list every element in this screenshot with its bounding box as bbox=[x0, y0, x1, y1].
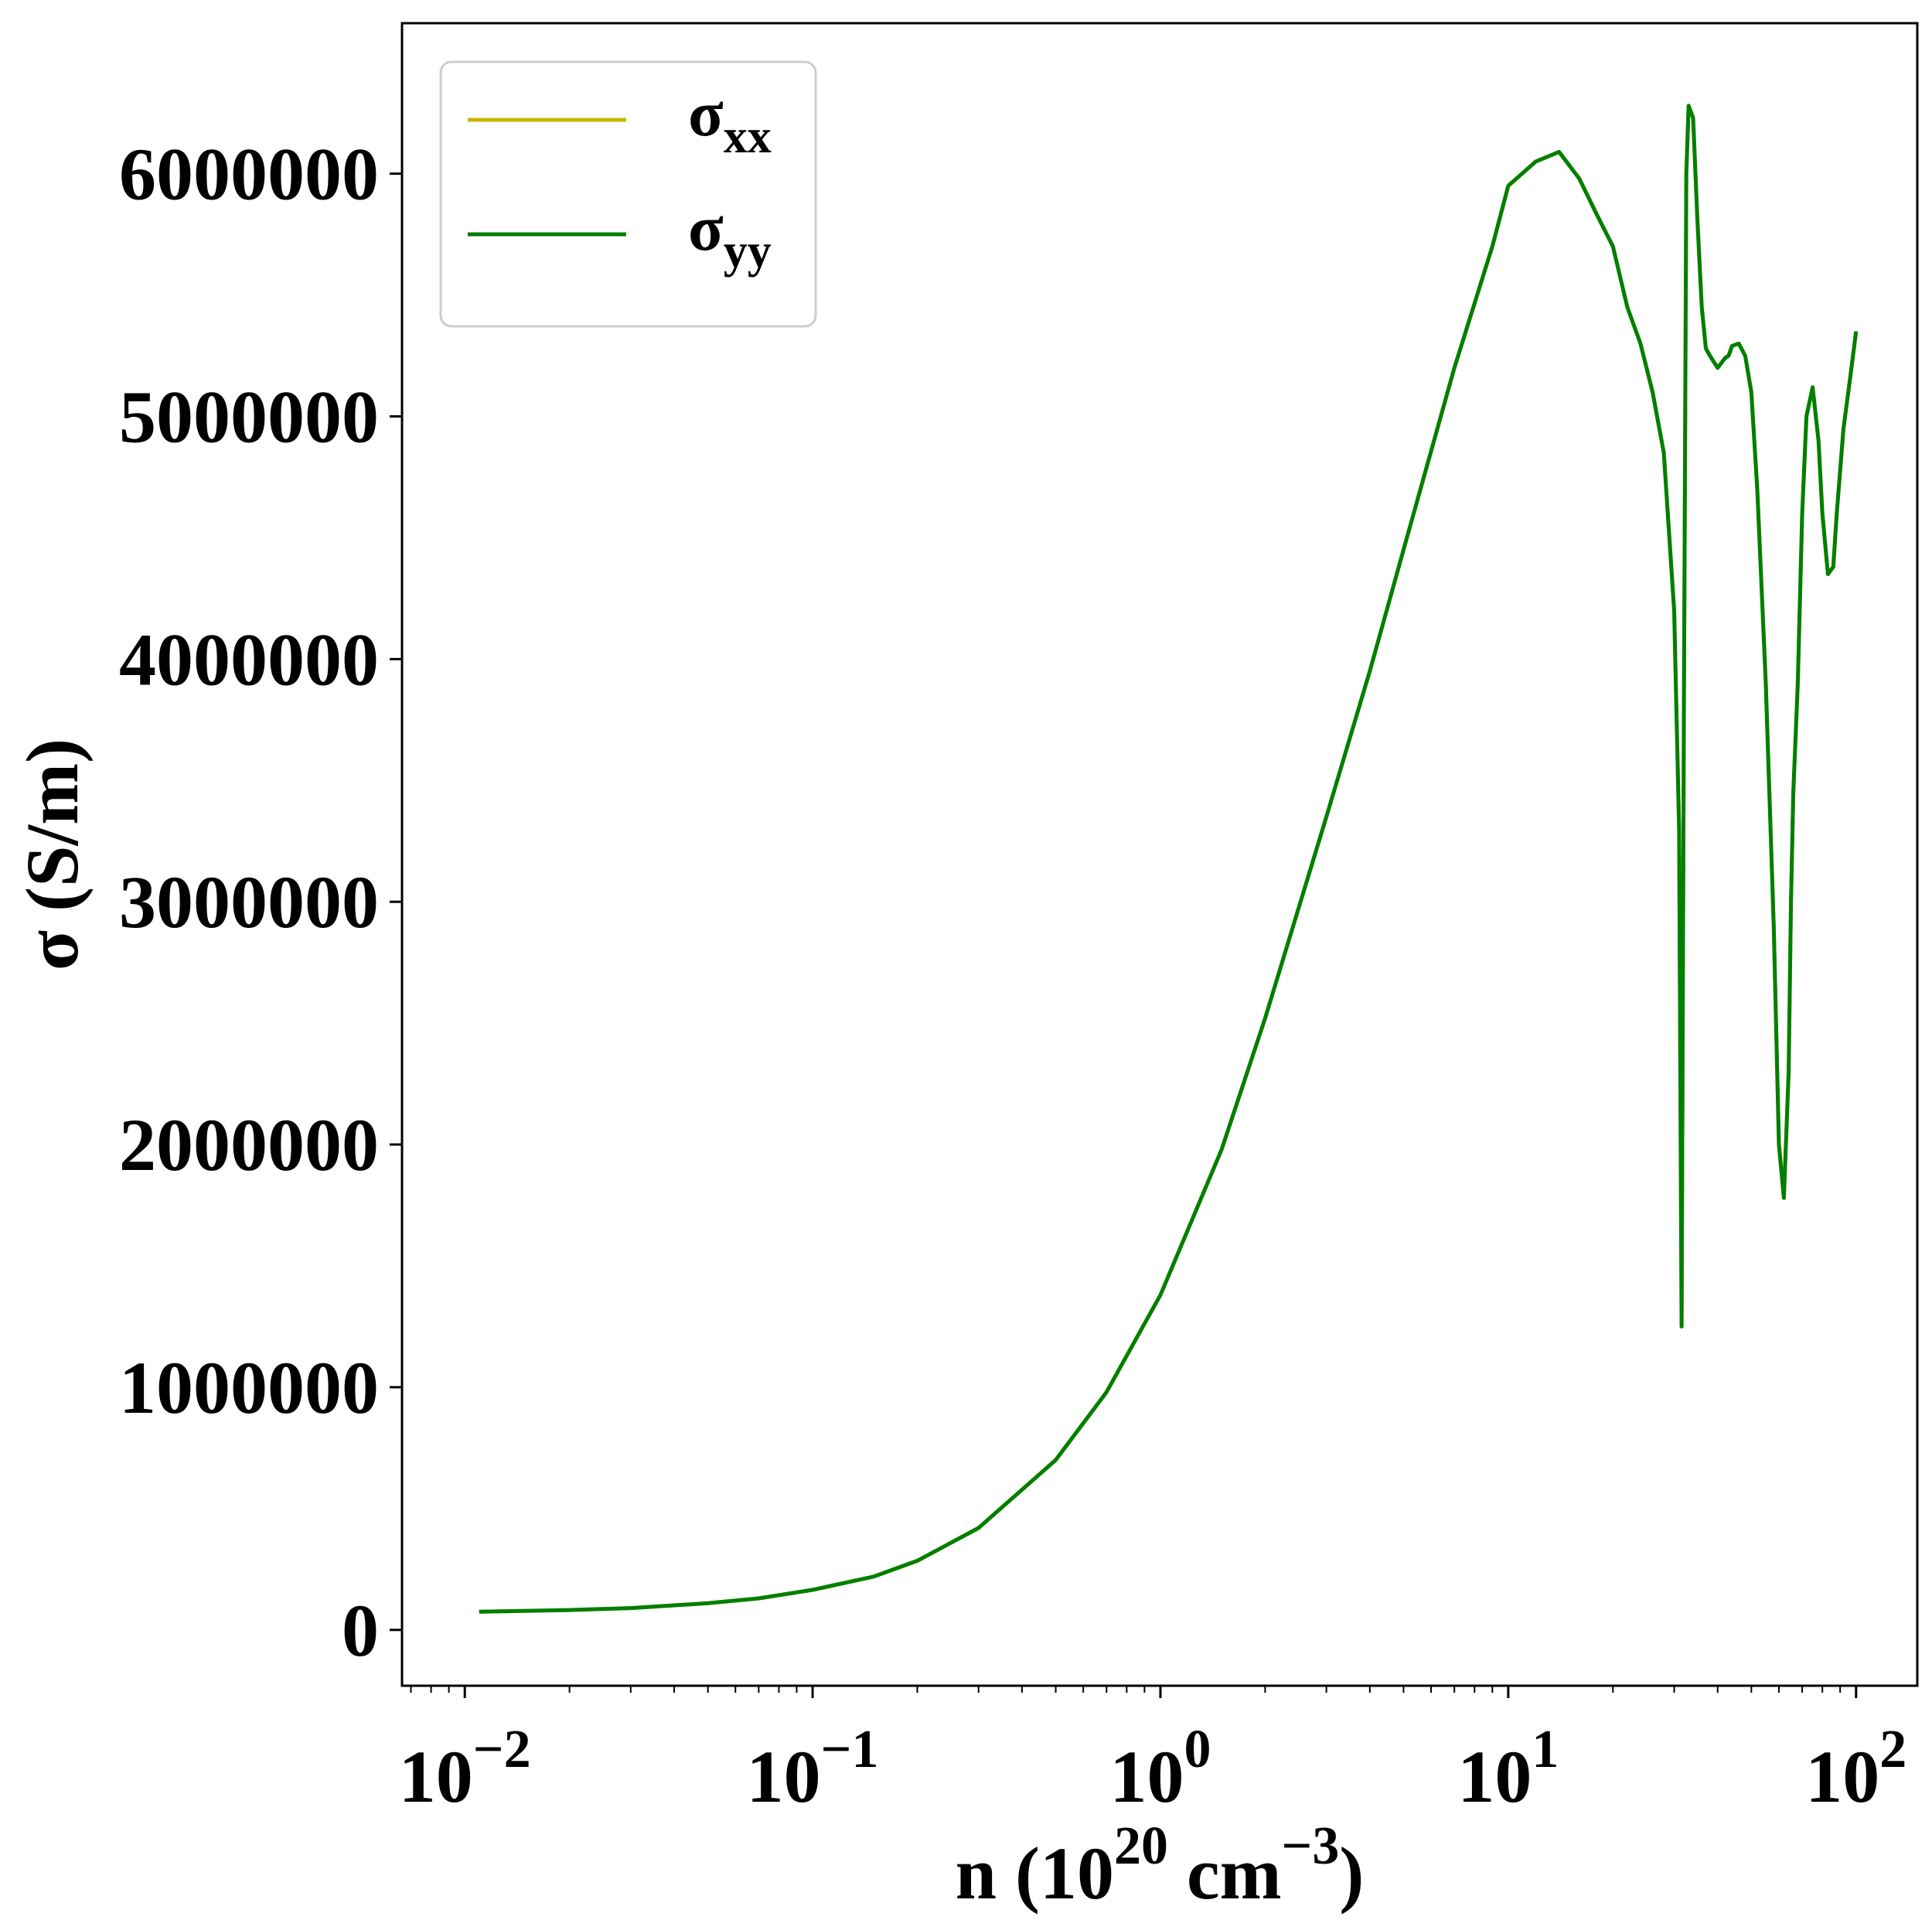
x-axis-title-unit: cm bbox=[1168, 1832, 1282, 1915]
x-axis-title-main: n (10 bbox=[956, 1832, 1114, 1915]
y-tick-label: 0 bbox=[342, 1589, 379, 1672]
x-axis-title-exponent: 20 bbox=[1114, 1816, 1168, 1876]
legend-label-symbol: σ bbox=[688, 78, 724, 150]
x-tick-label: 101 bbox=[1457, 1720, 1559, 1818]
legend-label-yy: σyy bbox=[688, 193, 772, 278]
x-axis-title-tail: ) bbox=[1339, 1832, 1364, 1915]
x-tick-label: 10−1 bbox=[747, 1720, 879, 1818]
x-tick-label: 100 bbox=[1109, 1720, 1211, 1818]
axes-layer: 10−2 10−1 100 101 10201000000200000030000004… bbox=[11, 22, 1919, 1915]
legend-label-symbol: σ bbox=[688, 193, 724, 264]
x-tick-label-exponent: 2 bbox=[1879, 1720, 1906, 1779]
y-tick-label: 6000000 bbox=[119, 133, 379, 216]
y-tick-label: 1000000 bbox=[119, 1346, 379, 1429]
x-tick-label: 10−2 bbox=[399, 1720, 531, 1818]
x-tick-label-base: 10 bbox=[747, 1735, 821, 1818]
x-axis-title: n (1020 cm−3) bbox=[956, 1816, 1365, 1915]
x-tick-label-exponent: −1 bbox=[821, 1720, 879, 1779]
y-tick-label: 5000000 bbox=[119, 375, 379, 458]
legend-label-subscript: xx bbox=[724, 111, 772, 163]
x-tick-label-base: 10 bbox=[399, 1735, 473, 1818]
x-tick-label: 102 bbox=[1805, 1720, 1906, 1818]
legend-label-xx: σxx bbox=[688, 78, 772, 163]
y-axis-title: σ (S/m) bbox=[11, 738, 94, 970]
y-tick-label: 3000000 bbox=[119, 861, 379, 943]
series-layer bbox=[479, 104, 1859, 1614]
y-tick-label: 4000000 bbox=[119, 618, 379, 701]
y-tick-label: 2000000 bbox=[119, 1103, 379, 1186]
series-line-yy bbox=[479, 104, 1859, 1614]
legend-label-subscript: yy bbox=[724, 225, 772, 278]
x-tick-label-exponent: 1 bbox=[1532, 1720, 1559, 1779]
x-tick-label-base: 10 bbox=[1109, 1735, 1184, 1818]
x-tick-label-base: 10 bbox=[1457, 1735, 1532, 1818]
legend-box bbox=[439, 60, 817, 328]
x-tick-label-exponent: −2 bbox=[473, 1720, 531, 1779]
x-tick-label-base: 10 bbox=[1805, 1735, 1879, 1818]
x-tick-label-exponent: 0 bbox=[1184, 1720, 1211, 1779]
x-axis-title-unit-exponent: −3 bbox=[1282, 1816, 1340, 1876]
